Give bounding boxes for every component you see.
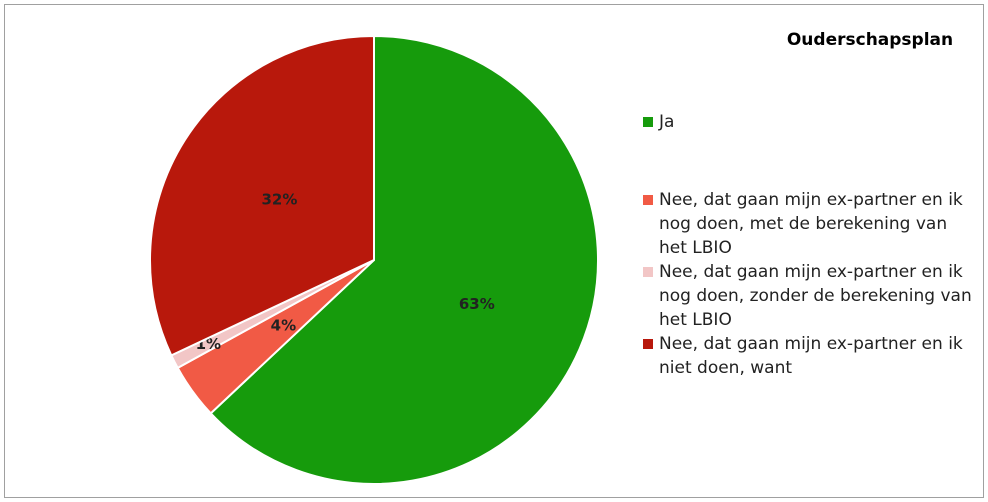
pie-slice (209, 34, 599, 485)
legend-label: Nee, dat gaan mijn ex-partner en ik nog … (659, 190, 963, 258)
data-label: 63% (459, 295, 495, 313)
legend-label: Ja (659, 112, 675, 132)
legend-swatch (643, 339, 653, 349)
legend-swatch (643, 267, 653, 277)
legend-swatch (643, 195, 653, 205)
pie-slice (149, 34, 375, 357)
legend-swatch (643, 117, 653, 127)
data-label: 32% (261, 190, 297, 208)
chart-title: Ouderschapsplan (787, 30, 953, 50)
legend-entry: Nee, dat gaan mijn ex-partner en ik nog … (643, 188, 978, 260)
legend-entry: Ja (643, 110, 978, 134)
legend-label: Nee, dat gaan mijn ex-partner en ik niet… (659, 334, 963, 378)
legend: Ja Nee, dat gaan mijn ex-partner en ik no… (643, 110, 978, 380)
legend-label: Nee, dat gaan mijn ex-partner en ik nog … (659, 262, 972, 330)
legend-entry: Nee, dat gaan mijn ex-partner en ik niet… (643, 332, 978, 380)
legend-entry: Nee, dat gaan mijn ex-partner en ik nog … (643, 260, 978, 332)
data-label: 4% (271, 316, 296, 334)
